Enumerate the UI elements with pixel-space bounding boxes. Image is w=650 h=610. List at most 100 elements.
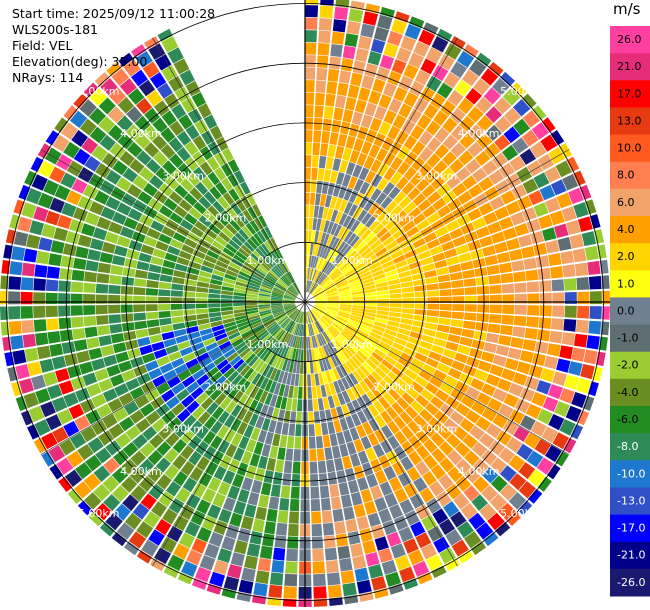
ppi-range-gate: [341, 390, 351, 404]
ppi-range-gate: [312, 308, 322, 318]
ppi-range-gate: [369, 239, 382, 251]
ppi-range-gate: [159, 274, 173, 283]
ppi-range-gate: [459, 115, 476, 132]
ppi-range-gate: [424, 169, 439, 184]
ppi-range-gate: [142, 61, 160, 79]
ppi-range-gate: [337, 392, 346, 406]
ppi-range-gate: [209, 283, 222, 290]
ppi-range-gate: [111, 68, 129, 86]
ppi-range-gate: [467, 239, 482, 252]
ppi-range-gate: [210, 371, 223, 383]
ppi-range-gate: [204, 254, 217, 264]
ppi-range-gate: [297, 399, 303, 412]
ppi-range-gate: [454, 352, 469, 364]
ppi-range-gate: [182, 477, 197, 493]
ppi-range-gate: [397, 472, 412, 487]
ppi-range-gate: [589, 306, 602, 320]
ppi-range-gate: [584, 245, 599, 261]
ppi-range-gate: [24, 347, 39, 362]
ppi-range-gate: [91, 420, 108, 436]
ppi-range-gate: [318, 273, 326, 285]
ppi-range-gate: [100, 206, 116, 220]
ppi-range-gate: [500, 273, 514, 284]
ppi-range-gate: [48, 253, 62, 267]
ppi-range-gate: [256, 230, 267, 243]
ppi-range-gate: [487, 512, 505, 531]
ppi-range-gate: [447, 198, 462, 212]
ppi-range-gate: [115, 351, 130, 363]
ppi-range-gate: [221, 588, 237, 599]
ppi-range-gate: [518, 481, 536, 499]
ppi-range-gate: [446, 174, 461, 189]
ppi-range-gate: [316, 385, 322, 399]
ppi-range-gate: [88, 347, 103, 360]
ppi-range-gate: [374, 321, 387, 329]
ppi-range-gate: [577, 305, 590, 319]
ppi-range-gate: [334, 521, 346, 535]
ppi-range-gate: [576, 378, 592, 394]
ppi-range-gate: [327, 305, 339, 310]
ppi-range-gate: [413, 41, 430, 57]
ppi-range-gate: [499, 162, 515, 179]
ppi-range-gate: [485, 106, 503, 123]
ppi-range-gate: [305, 42, 317, 55]
ppi-range-gate: [207, 171, 220, 186]
ppi-range-gate: [5, 229, 17, 244]
ppi-range-gate: [215, 182, 228, 196]
ppi-range-gate: [242, 209, 253, 222]
ppi-range-gate: [245, 222, 256, 235]
ppi-range-gate: [253, 233, 264, 245]
ppi-range-gate: [218, 379, 231, 392]
ppi-range-gate: [150, 220, 165, 233]
ppi-range-gate: [476, 313, 489, 323]
ppi-range-gate: [338, 482, 350, 496]
ppi-range-gate: [350, 314, 363, 321]
ppi-range-gate: [336, 431, 346, 445]
ppi-range-gate: [533, 243, 548, 256]
ppi-range-gate: [188, 450, 202, 466]
ppi-range-gate: [184, 238, 198, 249]
ppi-range-gate: [430, 396, 445, 409]
ppi-range-gate: [266, 255, 276, 266]
ppi-range-gate: [203, 445, 217, 461]
ppi-range-gate: [393, 416, 407, 430]
ppi-range-gate: [300, 349, 304, 362]
ppi-range-gate: [408, 207, 422, 220]
ppi-range-gate: [305, 280, 308, 292]
ppi-range-gate: [262, 316, 274, 324]
ppi-range-gate: [310, 283, 318, 294]
ppi-range-gate: [31, 174, 48, 191]
ppi-range-gate: [261, 243, 271, 255]
ppi-range-gate: [476, 392, 492, 406]
ppi-range-gate: [569, 234, 584, 249]
ppi-range-gate: [241, 567, 256, 582]
ppi-range-gate: [210, 420, 223, 435]
ppi-range-gate: [359, 271, 372, 279]
ppi-range-gate: [97, 262, 111, 274]
ppi-range-gate: [481, 383, 496, 397]
ppi-range-gate: [364, 305, 377, 310]
ppi-range-gate: [524, 327, 538, 340]
ppi-range-gate: [185, 493, 201, 509]
ppi-range-gate: [409, 80, 425, 97]
ppi-range-gate: [283, 295, 296, 300]
ppi-range-gate: [326, 248, 334, 261]
ppi-range-gate: [85, 260, 99, 272]
ppi-range-gate: [306, 311, 309, 324]
colorbar-tick-label: 4.0: [617, 223, 635, 236]
ppi-range-gate: [415, 445, 430, 460]
ppi-range-gate: [338, 309, 351, 315]
ppi-range-gate: [284, 305, 296, 311]
ppi-range-gate: [316, 334, 323, 347]
ppi-range-gate: [341, 377, 350, 390]
ppi-range-gate: [401, 392, 415, 405]
ppi-range-gate: [371, 370, 383, 383]
ppi-range-gate: [320, 317, 330, 328]
ppi-range-gate: [285, 561, 298, 574]
ppi-range-gate: [321, 510, 333, 524]
ppi-range-gate: [362, 407, 374, 421]
ppi-range-gate: [489, 364, 504, 377]
ppi-range-gate: [262, 335, 273, 346]
ppi-range-gate: [155, 167, 170, 182]
ppi-range-gate: [495, 344, 510, 357]
